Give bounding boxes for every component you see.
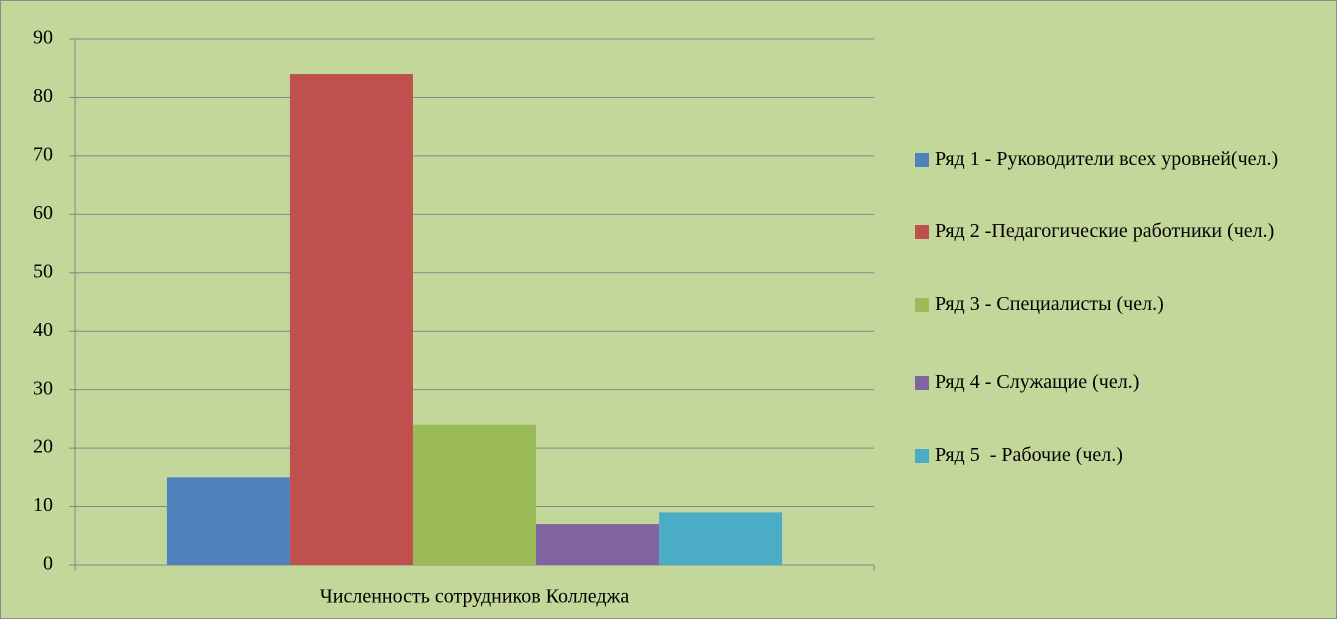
legend-label: Ряд 4 - Служащие (чел.) [935, 371, 1140, 393]
legend-label: Ряд 3 - Специалисты (чел.) [935, 293, 1164, 315]
y-tick-label: 0 [43, 553, 53, 575]
legend-item: Ряд 4 - Служащие (чел.) [915, 368, 1325, 397]
legend-item: Ряд 1 - Руководители всех уровней(чел.) [915, 145, 1325, 174]
y-tick-label: 60 [33, 202, 53, 224]
y-tick-label: 30 [33, 377, 53, 399]
bar [166, 477, 290, 565]
legend-item: Ряд 2 -Педагогические работники (чел.) [915, 217, 1325, 246]
bar [289, 74, 413, 566]
legend-swatch [915, 298, 929, 312]
bar [412, 424, 537, 565]
y-tick-label: 50 [33, 260, 53, 282]
legend-label: Ряд 1 - Руководители всех уровней(чел.) [935, 148, 1279, 170]
legend-swatch [915, 449, 929, 463]
legend-swatch [915, 225, 929, 239]
legend-item: Ряд 5 - Рабочие (чел.) [915, 441, 1325, 470]
y-tick-label: 20 [33, 436, 53, 458]
y-tick-label: 40 [33, 319, 53, 341]
bar [659, 512, 783, 565]
legend-item: Ряд 3 - Специалисты (чел.) [915, 290, 1325, 319]
legend-swatch [915, 376, 929, 390]
legend-swatch [915, 153, 929, 167]
legend-label: Ряд 2 -Педагогические работники (чел.) [935, 220, 1275, 242]
y-tick-label: 10 [33, 494, 53, 516]
bar [536, 524, 660, 565]
x-tick-label: Численность сотрудников Колледжа [320, 586, 630, 608]
y-tick-label: 80 [33, 85, 53, 107]
y-tick-label: 70 [33, 143, 53, 165]
y-tick-label: 90 [33, 27, 53, 49]
legend-label: Ряд 5 - Рабочие (чел.) [935, 444, 1123, 466]
